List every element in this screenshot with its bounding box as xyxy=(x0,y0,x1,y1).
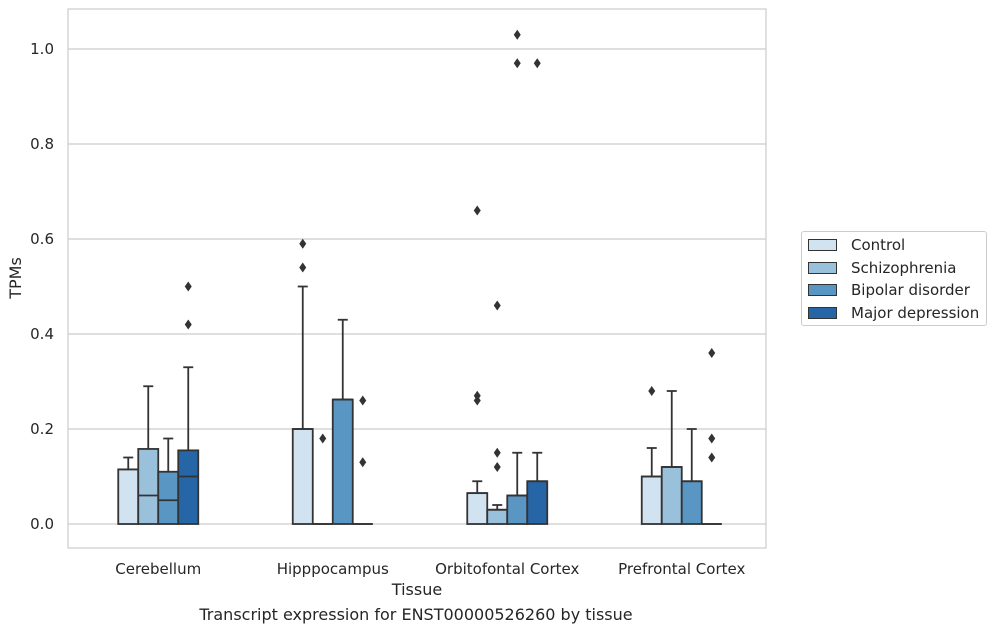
y-tick-labels: 0.0 0.2 0.4 0.6 0.8 1.0 xyxy=(30,40,54,533)
x-tick-labels: Cerebellum Hipppocampus Orbitofontal Corte… xyxy=(115,560,745,578)
x-tick-label: Hipppocampus xyxy=(277,560,389,578)
outlier-point xyxy=(513,29,521,40)
grid-layer xyxy=(68,48,766,525)
box-bipolar-disorder xyxy=(680,428,703,525)
outlier-point xyxy=(184,281,192,292)
box-major-depression xyxy=(352,395,373,525)
legend-swatch-schizophrenia xyxy=(808,262,837,274)
y-tick-label: 0.6 xyxy=(30,230,54,248)
box-schizophrenia xyxy=(486,300,509,525)
outlier-point xyxy=(493,447,501,458)
outlier-point xyxy=(299,238,307,249)
outlier-point xyxy=(708,452,716,463)
legend-label: Schizophrenia xyxy=(851,259,957,277)
box-control xyxy=(117,456,140,525)
box-control xyxy=(640,386,663,525)
y-axis-label: TPMs xyxy=(6,257,25,300)
legend-swatch-major-depression xyxy=(808,307,837,319)
box-rect xyxy=(486,508,509,525)
outlier-point xyxy=(473,390,481,401)
legend-item-major-depression: Major depression xyxy=(808,304,979,322)
y-tick-label: 0.2 xyxy=(30,420,54,438)
box-rect xyxy=(526,480,549,525)
outlier-point xyxy=(473,205,481,216)
box-control xyxy=(466,205,489,525)
box-rect xyxy=(117,468,140,525)
y-tick-label: 0.4 xyxy=(30,325,54,343)
legend-label: Control xyxy=(851,236,906,254)
box-rect xyxy=(331,398,354,525)
outlier-point xyxy=(319,433,327,444)
outlier-point xyxy=(493,300,501,311)
outlier-point xyxy=(493,462,501,472)
box-control xyxy=(291,238,314,525)
legend: Control Schizophrenia Bipolar disorder M… xyxy=(801,231,987,326)
outlier-point xyxy=(184,319,192,330)
legend-item-bipolar-disorder: Bipolar disorder xyxy=(808,281,970,299)
box-rect xyxy=(506,494,529,525)
box-rect xyxy=(680,480,703,525)
outlier-point xyxy=(708,348,716,358)
box-bipolar-disorder xyxy=(506,29,529,525)
legend-item-control: Control xyxy=(808,236,905,254)
y-tick-label: 0.8 xyxy=(30,135,54,153)
legend-swatch-bipolar-disorder xyxy=(808,284,837,296)
box-rect xyxy=(640,475,663,525)
box-plots xyxy=(117,29,722,525)
box-major-depression xyxy=(177,281,200,525)
outlier-point xyxy=(648,386,656,396)
outlier-point xyxy=(299,262,307,273)
box-bipolar-disorder xyxy=(157,437,180,525)
legend-swatch-control xyxy=(808,239,837,251)
x-axis-label: Tissue xyxy=(391,580,442,599)
x-tick-label: Orbitofontal Cortex xyxy=(435,560,579,578)
box-schizophrenia xyxy=(312,433,333,525)
box-rect xyxy=(157,470,180,525)
outlier-point xyxy=(359,457,367,468)
outlier-point xyxy=(513,58,521,69)
box-major-depression xyxy=(526,58,549,525)
outlier-point xyxy=(708,433,716,444)
outlier-point xyxy=(359,395,367,406)
box-rect xyxy=(177,449,200,525)
y-tick-label: 1.0 xyxy=(30,40,54,58)
box-schizophrenia xyxy=(137,385,160,525)
box-major-depression xyxy=(701,348,722,525)
box-rect xyxy=(137,448,160,525)
x-tick-label: Cerebellum xyxy=(115,560,201,578)
plot-area-frame xyxy=(67,8,767,549)
outlier-point xyxy=(533,58,541,69)
legend-item-schizophrenia: Schizophrenia xyxy=(808,259,956,277)
x-tick-label: Prefrontal Cortex xyxy=(618,560,745,578)
legend-label: Bipolar disorder xyxy=(851,281,970,299)
box-rect xyxy=(291,428,314,525)
chart-caption: Transcript expression for ENST0000052626… xyxy=(199,605,633,624)
box-rect xyxy=(466,492,489,525)
y-tick-label: 0.0 xyxy=(30,515,54,533)
box-bipolar-disorder xyxy=(331,318,354,525)
box-schizophrenia xyxy=(660,390,683,525)
legend-label: Major depression xyxy=(851,304,980,322)
box-rect xyxy=(660,466,683,525)
